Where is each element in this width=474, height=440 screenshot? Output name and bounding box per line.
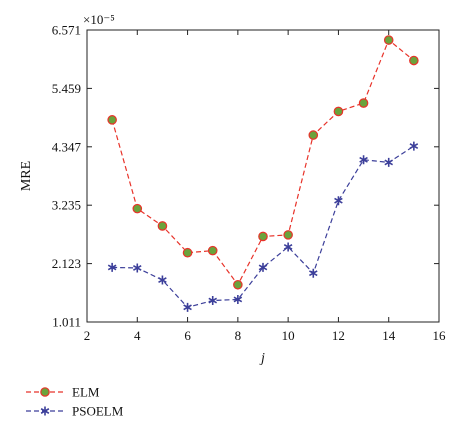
x-tick-label: 10 xyxy=(282,328,295,343)
y-tick-label: 5.459 xyxy=(52,81,81,96)
axes: 2 4 6 8 10 12 14 16 1.011 2.123 3.235 4.347 5.459 6.5… xyxy=(19,12,446,366)
y-tick-label: 1.011 xyxy=(52,315,81,330)
data-point-elm xyxy=(258,231,268,242)
data-point-elm xyxy=(132,203,143,214)
plot-area xyxy=(86,29,440,323)
legend-label-elm: ELM xyxy=(72,385,100,400)
data-point-elm xyxy=(182,247,193,258)
y-axis-title: MRE xyxy=(19,161,34,191)
legend-marker-psoelm xyxy=(40,406,50,416)
series-line-elm xyxy=(111,39,415,286)
x-tick-label: 12 xyxy=(332,328,345,343)
data-point-elm xyxy=(409,55,419,66)
legend-label-psoelm: PSOELM xyxy=(72,404,124,419)
data-point-psoelm xyxy=(107,262,117,272)
x-tick-label: 2 xyxy=(84,328,91,343)
data-point-psoelm xyxy=(308,268,318,278)
y-tick-label: 2.123 xyxy=(52,256,81,271)
data-point-elm xyxy=(283,230,293,240)
data-point-psoelm xyxy=(258,262,268,272)
data-point-psoelm xyxy=(409,141,419,151)
plot-frame xyxy=(86,29,440,323)
legend: ELM PSOELM xyxy=(26,385,124,419)
data-point-psoelm xyxy=(208,296,218,306)
legend-marker-elm xyxy=(40,387,50,397)
y-multiplier-label: ×10⁻⁵ xyxy=(83,12,115,27)
x-tick-label: 4 xyxy=(134,328,141,343)
x-tick-label: 16 xyxy=(433,328,447,343)
y-tick-label: 6.571 xyxy=(52,23,81,38)
data-point-psoelm xyxy=(359,155,368,165)
data-point-elm xyxy=(207,245,218,256)
data-point-psoelm xyxy=(334,196,343,206)
y-tick-label: 4.347 xyxy=(52,139,82,154)
series-line-psoelm xyxy=(112,145,415,309)
x-tick-label: 8 xyxy=(235,328,242,343)
data-point-psoelm xyxy=(183,302,192,312)
data-point-psoelm xyxy=(233,294,243,304)
data-point-psoelm xyxy=(132,263,142,273)
data-point-elm xyxy=(383,35,394,45)
data-point-psoelm xyxy=(283,242,293,252)
data-point-elm xyxy=(358,98,369,108)
x-tick-label: 14 xyxy=(382,328,396,343)
data-point-elm xyxy=(333,106,344,117)
data-point-elm xyxy=(308,130,319,140)
series-layer xyxy=(107,35,419,312)
data-point-elm xyxy=(157,221,168,231)
y-tick-label: 3.235 xyxy=(52,198,81,213)
data-point-elm xyxy=(107,115,117,125)
data-point-psoelm xyxy=(158,275,167,285)
x-axis-title: j xyxy=(259,351,265,366)
x-tick-label: 6 xyxy=(184,328,191,343)
data-point-elm xyxy=(233,279,243,290)
data-point-psoelm xyxy=(384,157,394,167)
